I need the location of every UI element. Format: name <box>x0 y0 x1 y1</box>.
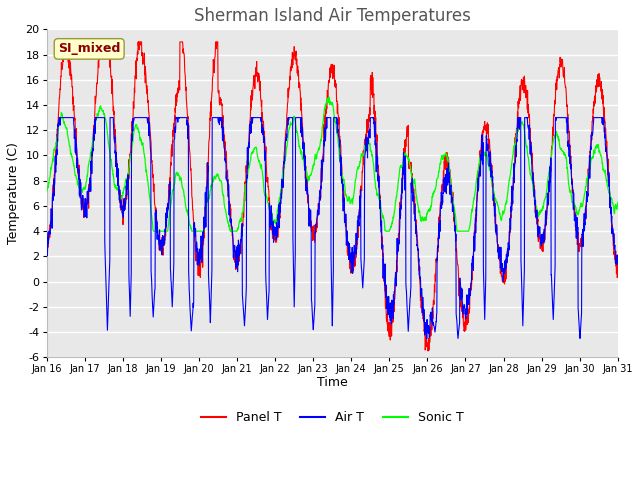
X-axis label: Time: Time <box>317 376 348 389</box>
Title: Sherman Island Air Temperatures: Sherman Island Air Temperatures <box>194 7 470 25</box>
Y-axis label: Temperature (C): Temperature (C) <box>7 143 20 244</box>
Legend: Panel T, Air T, Sonic T: Panel T, Air T, Sonic T <box>196 406 468 429</box>
Text: SI_mixed: SI_mixed <box>58 42 120 55</box>
